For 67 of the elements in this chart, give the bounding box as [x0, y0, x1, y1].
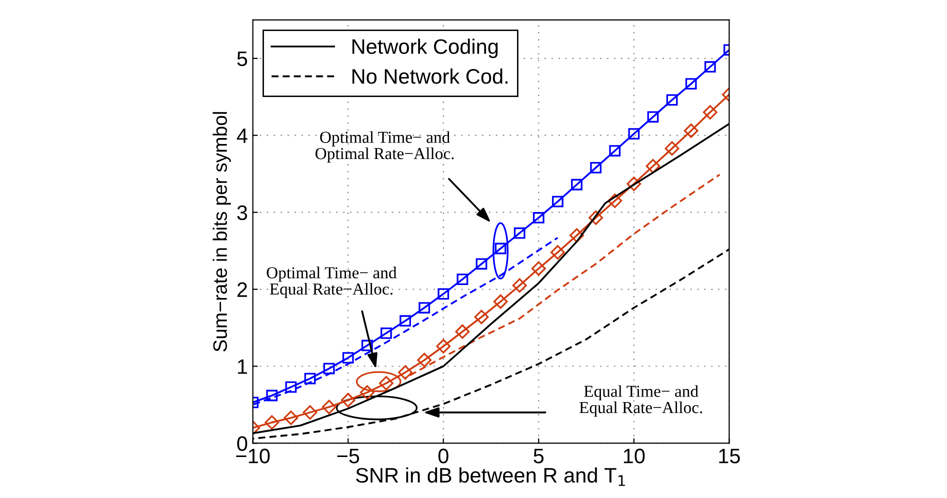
- point: [609, 145, 621, 156]
- point: [474, 310, 489, 324]
- point: [302, 405, 318, 420]
- y-tick-label: 5: [237, 52, 248, 66]
- x-tick-label: 10: [624, 448, 645, 464]
- point: [531, 261, 546, 276]
- point: [266, 390, 278, 402]
- point: [550, 245, 565, 260]
- point: [361, 340, 373, 352]
- point: [626, 176, 642, 192]
- point: [571, 178, 582, 190]
- x-tick-label: 5: [534, 448, 544, 464]
- y-tick-label: 4: [236, 128, 248, 143]
- point: [455, 324, 470, 339]
- point: [608, 194, 622, 208]
- point: [570, 228, 584, 243]
- point: [588, 210, 604, 225]
- annotation: Optimal Time− and Equal Rate−Alloc.: [266, 266, 397, 298]
- point: [264, 415, 280, 430]
- annotation: Optimal Time− and Optimal Rate−Alloc.: [316, 131, 454, 163]
- point: [514, 227, 526, 239]
- point: [322, 400, 336, 414]
- y-axis-title: Sum−rate in bits per symbol: [212, 112, 231, 352]
- point: [340, 392, 356, 408]
- point: [379, 376, 394, 390]
- point: [646, 158, 660, 174]
- x-tick-label: −10: [236, 448, 270, 464]
- x-tick-label: −5: [337, 448, 360, 464]
- y-tick-label: 0: [237, 436, 248, 451]
- point: [628, 128, 640, 140]
- point: [284, 410, 298, 426]
- point: [512, 278, 527, 293]
- point: [342, 352, 354, 364]
- x-tick-label: 0: [438, 448, 448, 464]
- point: [323, 362, 335, 374]
- x-axis-title: SNR in dB between R and T$_{1}$: [356, 467, 625, 486]
- point: [552, 196, 564, 208]
- point: [476, 258, 488, 270]
- point: [666, 94, 678, 106]
- point: [438, 288, 450, 300]
- point: [647, 111, 659, 123]
- annotation: Equal Time− and Equal Rate−Alloc.: [579, 385, 702, 417]
- point: [685, 78, 697, 90]
- legend-label: No Network Cod.: [352, 68, 508, 84]
- point: [360, 385, 374, 400]
- point: [494, 242, 506, 254]
- point: [704, 61, 716, 73]
- point: [398, 365, 412, 380]
- y-tick-label: 1: [238, 359, 247, 374]
- point: [436, 339, 451, 354]
- y-tick-label: 2: [237, 282, 247, 297]
- point: [456, 274, 468, 285]
- y-tick-label: 3: [237, 205, 248, 220]
- point: [684, 124, 698, 138]
- point: [702, 105, 718, 120]
- x-tick-label: 15: [719, 448, 740, 464]
- point: [304, 372, 316, 384]
- legend-label: Network Coding: [352, 38, 498, 58]
- point: [493, 294, 508, 309]
- point: [664, 141, 680, 156]
- point: [400, 315, 411, 327]
- point: [417, 352, 432, 368]
- point: [380, 327, 392, 339]
- point: [532, 212, 544, 224]
- point: [418, 302, 430, 314]
- point: [590, 162, 602, 174]
- point: [285, 381, 297, 393]
